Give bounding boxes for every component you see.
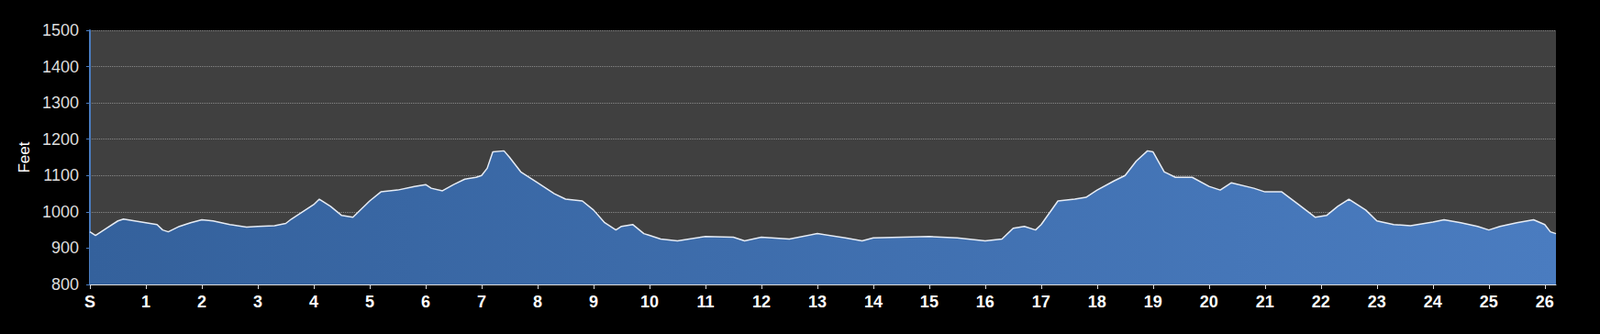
svg-text:Feet: Feet: [15, 141, 34, 173]
svg-text:23: 23: [1367, 292, 1387, 312]
svg-text:1100: 1100: [43, 166, 79, 185]
svg-text:9: 9: [588, 292, 599, 312]
svg-text:900: 900: [51, 238, 79, 257]
svg-text:26: 26: [1535, 292, 1555, 312]
svg-text:12: 12: [752, 292, 771, 312]
svg-text:1400: 1400: [42, 57, 79, 77]
svg-text:8: 8: [533, 292, 543, 312]
svg-text:1200: 1200: [42, 130, 79, 149]
svg-text:1000: 1000: [42, 202, 79, 222]
svg-text:1300: 1300: [42, 93, 79, 112]
svg-text:20: 20: [1200, 292, 1219, 312]
svg-text:24: 24: [1423, 292, 1443, 312]
svg-text:2: 2: [197, 292, 207, 312]
svg-text:10: 10: [640, 292, 659, 312]
svg-text:3: 3: [253, 292, 263, 312]
svg-text:25: 25: [1479, 292, 1499, 312]
svg-text:S: S: [84, 292, 96, 312]
svg-text:19: 19: [1144, 292, 1163, 312]
svg-text:1: 1: [141, 292, 151, 312]
svg-text:11: 11: [696, 292, 714, 312]
svg-text:4: 4: [309, 292, 319, 312]
svg-text:16: 16: [976, 292, 995, 312]
svg-text:21: 21: [1255, 292, 1275, 312]
svg-text:7: 7: [477, 292, 487, 312]
svg-text:6: 6: [421, 292, 431, 312]
svg-text:14: 14: [864, 292, 883, 312]
svg-text:18: 18: [1088, 292, 1107, 312]
svg-text:22: 22: [1311, 292, 1331, 312]
svg-text:800: 800: [51, 275, 79, 294]
svg-text:5: 5: [365, 292, 375, 312]
svg-text:17: 17: [1032, 292, 1051, 312]
svg-text:1500: 1500: [42, 21, 79, 40]
svg-text:13: 13: [808, 292, 827, 312]
svg-text:15: 15: [920, 292, 939, 312]
